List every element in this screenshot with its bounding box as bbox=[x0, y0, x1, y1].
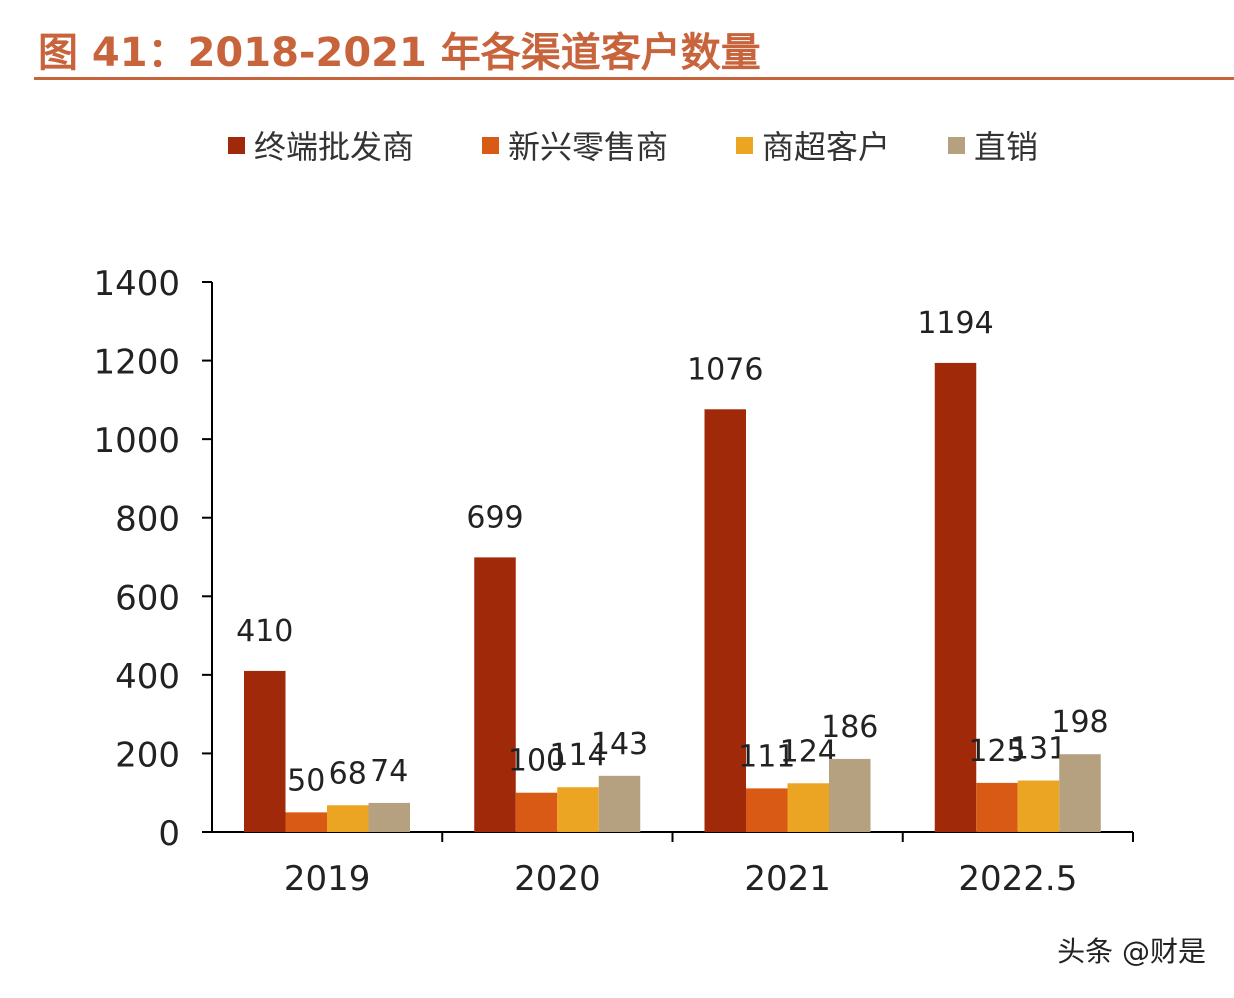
legend-label: 新兴零售商 bbox=[508, 128, 668, 166]
data-label: 1194 bbox=[917, 306, 993, 341]
bar bbox=[934, 362, 977, 832]
data-label: 68 bbox=[329, 756, 367, 791]
title-rule bbox=[34, 77, 1234, 80]
bar bbox=[285, 812, 327, 832]
data-label: 131 bbox=[1010, 732, 1067, 767]
bar bbox=[327, 805, 369, 832]
data-label: 111 bbox=[738, 739, 795, 774]
bar bbox=[787, 783, 829, 832]
data-label: 50 bbox=[287, 763, 325, 798]
x-tick-label: 2021 bbox=[744, 859, 831, 899]
data-label: 699 bbox=[466, 500, 523, 535]
y-tick-label: 400 bbox=[115, 657, 180, 697]
bar bbox=[704, 409, 746, 832]
data-label: 124 bbox=[780, 734, 837, 769]
y-tick-label: 1000 bbox=[93, 421, 180, 461]
x-tick-label: 2020 bbox=[514, 859, 601, 899]
legend-swatch bbox=[948, 137, 965, 154]
data-label: 198 bbox=[1051, 705, 1108, 740]
legend-swatch bbox=[482, 137, 499, 154]
bar bbox=[1059, 754, 1101, 832]
data-label: 74 bbox=[370, 754, 408, 789]
bar bbox=[474, 557, 516, 832]
data-label: 100 bbox=[508, 744, 565, 779]
bar bbox=[244, 670, 286, 832]
bar bbox=[746, 788, 788, 832]
data-label: 125 bbox=[968, 734, 1025, 769]
data-label: 143 bbox=[591, 727, 648, 762]
bar bbox=[368, 802, 410, 832]
bar bbox=[515, 792, 558, 832]
bar bbox=[829, 758, 871, 832]
bar bbox=[976, 782, 1018, 832]
y-tick-label: 1200 bbox=[93, 343, 180, 383]
legend-swatch bbox=[228, 137, 245, 154]
bar bbox=[1017, 780, 1060, 832]
data-label: 410 bbox=[236, 614, 293, 649]
figure-title: 图 41：2018-2021 年各渠道客户数量 bbox=[38, 30, 761, 76]
bar bbox=[557, 787, 599, 832]
legend-swatch bbox=[736, 137, 753, 154]
y-tick-label: 600 bbox=[115, 578, 180, 618]
data-label: 1076 bbox=[687, 352, 763, 387]
legend-label: 终端批发商 bbox=[254, 128, 414, 166]
y-tick-label: 0 bbox=[158, 814, 180, 854]
legend-label: 直销 bbox=[974, 128, 1038, 166]
y-tick-label: 800 bbox=[115, 500, 180, 540]
legend-label: 商超客户 bbox=[762, 128, 890, 166]
y-tick-label: 1400 bbox=[93, 264, 180, 304]
x-tick-label: 2019 bbox=[284, 859, 371, 899]
bar bbox=[598, 775, 641, 832]
data-label: 186 bbox=[821, 710, 878, 745]
watermark: 头条 @财是 bbox=[1057, 935, 1206, 968]
x-tick-label: 2022.5 bbox=[958, 859, 1077, 899]
y-tick-label: 200 bbox=[115, 735, 180, 775]
data-label: 114 bbox=[549, 738, 606, 773]
